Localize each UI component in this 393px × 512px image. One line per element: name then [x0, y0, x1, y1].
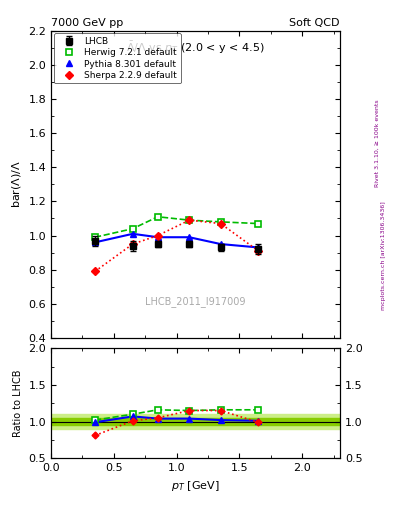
- Text: Soft QCD: Soft QCD: [290, 18, 340, 28]
- Pythia 8.301 default: [187, 234, 192, 240]
- Herwig 7.2.1 default: [256, 221, 261, 227]
- Herwig 7.2.1 default: [187, 217, 192, 223]
- Text: Rivet 3.1.10, ≥ 100k events: Rivet 3.1.10, ≥ 100k events: [375, 99, 380, 187]
- Sherpa 2.2.9 default: [218, 221, 223, 227]
- Sherpa 2.2.9 default: [93, 268, 97, 274]
- Pythia 8.301 default: [130, 231, 135, 237]
- Bar: [51, 418, 340, 425]
- Y-axis label: bar($\Lambda$)/$\Lambda$: bar($\Lambda$)/$\Lambda$: [10, 160, 23, 208]
- Text: $\bar{\Lambda}/\Lambda$ vs $p_T$ (2.0 < y < 4.5): $\bar{\Lambda}/\Lambda$ vs $p_T$ (2.0 < …: [126, 40, 265, 56]
- Y-axis label: Ratio to LHCB: Ratio to LHCB: [13, 370, 23, 437]
- Text: 7000 GeV pp: 7000 GeV pp: [51, 18, 123, 28]
- Pythia 8.301 default: [256, 244, 261, 250]
- Pythia 8.301 default: [93, 239, 97, 245]
- Pythia 8.301 default: [218, 241, 223, 247]
- Line: Herwig 7.2.1 default: Herwig 7.2.1 default: [92, 214, 262, 241]
- Line: Pythia 8.301 default: Pythia 8.301 default: [92, 230, 262, 251]
- X-axis label: $p_T$ [GeV]: $p_T$ [GeV]: [171, 479, 220, 493]
- Sherpa 2.2.9 default: [187, 217, 192, 223]
- Pythia 8.301 default: [156, 234, 160, 240]
- Line: Sherpa 2.2.9 default: Sherpa 2.2.9 default: [92, 218, 261, 274]
- Sherpa 2.2.9 default: [256, 248, 261, 254]
- Sherpa 2.2.9 default: [156, 232, 160, 239]
- Legend: LHCB, Herwig 7.2.1 default, Pythia 8.301 default, Sherpa 2.2.9 default: LHCB, Herwig 7.2.1 default, Pythia 8.301…: [54, 33, 181, 83]
- Sherpa 2.2.9 default: [130, 241, 135, 247]
- Herwig 7.2.1 default: [156, 214, 160, 220]
- Herwig 7.2.1 default: [93, 234, 97, 240]
- Text: mcplots.cern.ch [arXiv:1306.3436]: mcplots.cern.ch [arXiv:1306.3436]: [381, 202, 386, 310]
- Text: LHCB_2011_I917009: LHCB_2011_I917009: [145, 295, 246, 307]
- Herwig 7.2.1 default: [218, 219, 223, 225]
- Bar: [51, 414, 340, 429]
- Herwig 7.2.1 default: [130, 226, 135, 232]
